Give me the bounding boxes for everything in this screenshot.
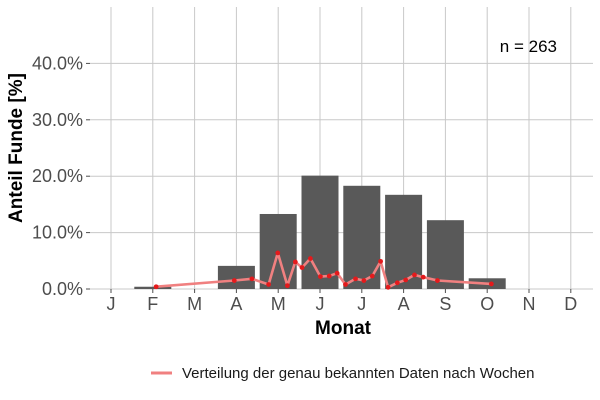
data-point [343,282,348,287]
data-point [385,284,391,290]
legend: Verteilung der genau bekannten Daten nac… [151,365,535,382]
data-point [420,274,426,280]
x-tick-label: A [398,294,410,314]
data-point [153,284,159,290]
data-point [361,278,367,283]
y-tick-label: 20.0% [32,166,83,186]
x-tick-label: O [480,294,494,314]
y-axis-title: Anteil Funde [%] [6,73,27,223]
x-tick-label: M [187,294,202,314]
x-tick-label: D [564,294,577,314]
plot-panel [90,7,593,289]
data-point [292,259,298,265]
data-point [249,276,255,282]
data-point [266,282,271,287]
axis-layer: 0.0% 10.0% 20.0% 30.0% 40.0% J F M A M J J A S O N D [32,53,577,314]
data-point [275,250,281,256]
x-tick-label: J [357,294,366,314]
grid-layer [90,7,593,290]
data-point [378,258,384,264]
bar [217,265,255,289]
data-point [299,265,305,270]
data-point [488,281,494,287]
x-tick-label: N [523,294,536,314]
bar-layer [134,175,506,289]
point-layer [153,250,494,290]
data-point [394,280,400,286]
data-point [403,277,409,283]
data-point [318,274,323,279]
x-tick-label: A [230,294,242,314]
sample-size-annotation: n = 263 [500,37,557,56]
data-point [284,283,290,289]
data-point [326,273,332,279]
x-tick-label: J [316,294,325,314]
bar [301,175,339,289]
x-tick-label: M [271,294,286,314]
x-tick-label: F [147,294,158,314]
bar [134,286,172,289]
bar [426,220,464,289]
data-point [353,276,358,282]
data-point [369,273,375,279]
x-tick-label: S [439,294,451,314]
data-point [412,272,417,278]
data-point [435,278,440,283]
y-tick-label: 40.0% [32,53,83,73]
x-axis-title: Monat [315,318,372,339]
data-point [231,278,237,283]
x-tick-label: J [107,294,116,314]
data-point [334,270,340,276]
legend-label: Verteilung der genau bekannten Daten nac… [182,365,535,382]
y-tick-label: 10.0% [32,223,83,243]
data-point [307,256,313,261]
y-tick-label: 30.0% [32,110,83,130]
y-tick-label: 0.0% [42,279,83,299]
